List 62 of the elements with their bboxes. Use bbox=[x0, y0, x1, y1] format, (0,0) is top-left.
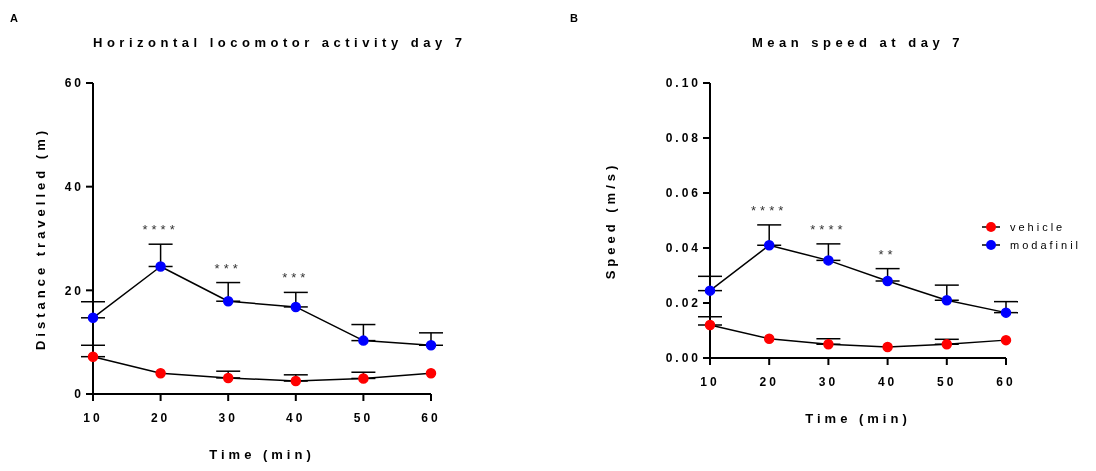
point bbox=[290, 301, 302, 313]
y-axis-title: Distance travelled (m) bbox=[32, 126, 48, 351]
x-tick-label: 50 bbox=[353, 410, 374, 425]
chart-title: Horizontal locomotor activity day 7 bbox=[93, 35, 467, 50]
point bbox=[763, 240, 775, 251]
x-axis-title: Time (min) bbox=[805, 411, 911, 426]
y-tick-label: 0.08 bbox=[665, 131, 701, 146]
x-tick-label: 60 bbox=[421, 410, 441, 425]
point bbox=[823, 255, 834, 266]
point bbox=[87, 312, 99, 324]
text: A bbox=[10, 12, 18, 24]
point bbox=[704, 319, 716, 331]
text: B bbox=[570, 12, 578, 24]
chart-title: Mean speed at day 7 bbox=[751, 35, 965, 50]
point bbox=[87, 351, 99, 362]
point bbox=[155, 261, 166, 272]
point bbox=[1000, 307, 1012, 318]
point bbox=[882, 275, 893, 287]
point bbox=[358, 373, 369, 384]
y-tick-label: 0.10 bbox=[665, 76, 701, 91]
point bbox=[763, 333, 775, 344]
annotation: *** bbox=[214, 260, 242, 276]
annotation: ** bbox=[878, 246, 897, 262]
x-axis-title: Time (min) bbox=[209, 447, 315, 462]
legend-label: modafinil bbox=[1010, 239, 1082, 251]
y-tick-label: 0.02 bbox=[665, 296, 701, 311]
annotation: **** bbox=[751, 202, 788, 218]
point bbox=[823, 339, 834, 350]
x-tick-label: 20 bbox=[150, 410, 171, 425]
point bbox=[425, 368, 437, 379]
point bbox=[425, 340, 437, 351]
point bbox=[941, 295, 953, 306]
annotation: **** bbox=[142, 222, 179, 238]
x-tick-label: 40 bbox=[286, 410, 306, 425]
annotation: **** bbox=[810, 221, 847, 237]
point bbox=[222, 295, 234, 307]
y-tick-label: 0.06 bbox=[665, 186, 701, 201]
point bbox=[882, 341, 893, 353]
point bbox=[704, 285, 716, 296]
y-tick-label: 20 bbox=[64, 283, 84, 298]
x-tick-label: 50 bbox=[937, 374, 957, 389]
point bbox=[290, 375, 302, 387]
y-tick-label: 40 bbox=[64, 179, 84, 194]
point bbox=[1000, 334, 1012, 346]
annotation: *** bbox=[282, 270, 310, 286]
y-tick-label: 0.00 bbox=[665, 351, 701, 366]
y-tick-label: 0.04 bbox=[665, 241, 701, 256]
x-tick-label: 40 bbox=[877, 374, 898, 389]
point bbox=[155, 368, 166, 379]
x-tick-label: 20 bbox=[759, 374, 779, 389]
y-tick-label: 60 bbox=[64, 76, 84, 91]
x-tick-label: 60 bbox=[996, 374, 1016, 389]
x-tick-label: 30 bbox=[818, 374, 839, 389]
legend-label: vehicle bbox=[1010, 221, 1066, 233]
point bbox=[222, 372, 234, 384]
point bbox=[358, 335, 369, 346]
x-tick-label: 30 bbox=[218, 410, 238, 425]
x-tick-label: 10 bbox=[700, 374, 720, 389]
y-tick-label: 0 bbox=[74, 387, 84, 402]
y-axis-title: Speed (m/s) bbox=[602, 161, 618, 280]
point bbox=[941, 339, 953, 350]
x-tick-label: 10 bbox=[83, 410, 103, 425]
